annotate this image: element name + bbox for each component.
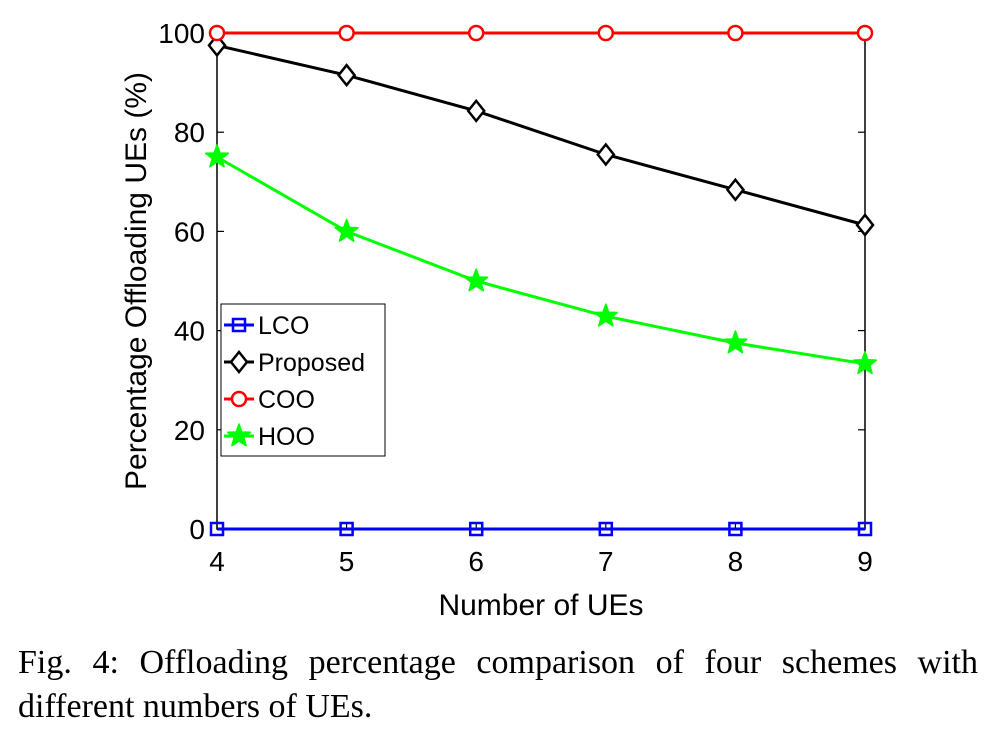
- y-tick-label: 40: [174, 316, 205, 347]
- x-tick-label: 7: [598, 546, 614, 577]
- data-point-lco: [339, 521, 354, 537]
- y-axis-title: Percentage Offloading UEs (%): [120, 72, 153, 490]
- data-point-hoo: [852, 351, 878, 375]
- data-point-coo: [727, 24, 744, 42]
- x-tick-label: 9: [857, 546, 873, 577]
- data-point-proposed: [596, 142, 616, 167]
- data-point-coo: [467, 24, 485, 42]
- data-point-proposed: [207, 33, 227, 58]
- legend-label-hoo: HOO: [258, 423, 315, 451]
- x-tick-label: 5: [339, 546, 355, 577]
- series-lines: [216, 31, 866, 531]
- figure-caption: Fig. 4: Offloading percentage comparison…: [18, 644, 978, 725]
- series-line-hoo: [216, 155, 866, 366]
- axis-ticks: 4 5 6 7 8 9 0 20 40 60 80 100: [158, 18, 873, 577]
- data-point-proposed: [466, 98, 486, 123]
- y-tick-label: 0: [189, 514, 205, 545]
- x-tick-label: 8: [728, 546, 744, 577]
- legend-label-coo: COO: [258, 386, 315, 414]
- legend-label-proposed: Proposed: [258, 349, 365, 377]
- legend-label-lco: LCO: [258, 312, 309, 340]
- data-point-proposed: [855, 212, 875, 237]
- data-point-lco: [728, 521, 743, 537]
- data-point-lco: [857, 521, 873, 537]
- data-point-hoo: [593, 303, 618, 327]
- data-point-coo: [856, 24, 874, 42]
- legend: LCO Proposed COO HOO: [220, 303, 386, 457]
- x-tick-label: 6: [468, 546, 484, 577]
- legend-marker-lco: [231, 317, 247, 333]
- series-markers: [204, 24, 878, 537]
- series-line-proposed: [216, 43, 866, 227]
- legend-marker-coo: [230, 390, 248, 408]
- data-point-lco: [209, 521, 225, 537]
- legend-box: [220, 303, 386, 457]
- data-point-proposed: [336, 63, 357, 88]
- legend-marker-hoo: [226, 423, 252, 447]
- data-point-hoo: [464, 268, 489, 292]
- data-point-coo: [208, 24, 226, 42]
- data-point-proposed: [725, 177, 746, 202]
- y-tick-label: 60: [174, 216, 205, 247]
- x-axis-title: Number of UEs: [438, 589, 643, 622]
- data-point-lco: [598, 521, 614, 537]
- data-point-hoo: [334, 218, 359, 242]
- data-point-hoo: [723, 330, 748, 354]
- y-tick-label: 100: [158, 18, 205, 49]
- data-point-coo: [597, 24, 615, 42]
- data-point-hoo: [204, 144, 230, 168]
- y-tick-label: 20: [174, 415, 205, 446]
- x-tick-label: 4: [209, 546, 225, 577]
- y-tick-label: 80: [174, 117, 205, 148]
- data-point-coo: [338, 24, 355, 42]
- data-point-lco: [468, 521, 484, 537]
- legend-marker-proposed: [229, 349, 249, 375]
